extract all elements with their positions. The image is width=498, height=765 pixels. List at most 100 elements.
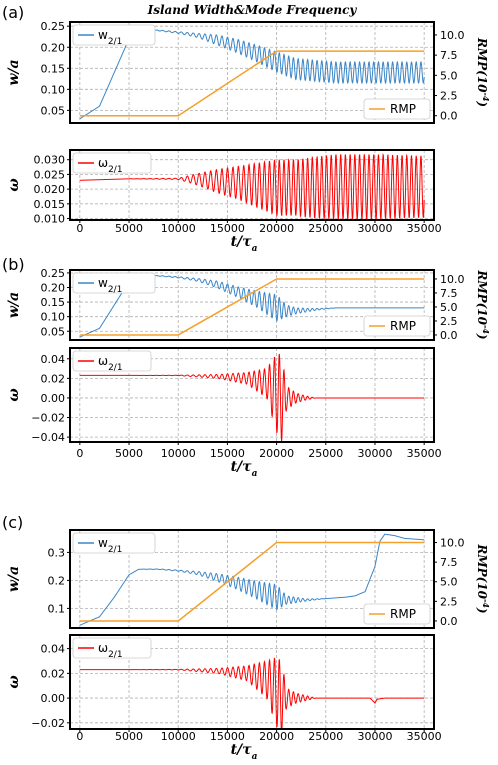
x-tick-label: 0 (76, 447, 83, 460)
x-tick-label: 20000 (259, 730, 294, 743)
y-tick-label: 0.3 (48, 546, 66, 559)
y-tick-label: 0.05 (41, 104, 66, 117)
legend-box (72, 350, 152, 372)
legend-label-omega: ω2/1 (98, 354, 123, 373)
legend-box (72, 532, 156, 554)
x-tick-label: 15000 (210, 222, 245, 235)
width-legend: w2/1 (72, 532, 156, 555)
x-tick-label: 10000 (161, 447, 196, 460)
rmp-legend: RMP (363, 315, 431, 337)
y2-tick-label: 2.5 (440, 595, 458, 608)
y2-tick-label: 7.5 (440, 556, 458, 569)
width-plot-frame (69, 21, 435, 124)
width-legend: w2/1 (72, 272, 156, 295)
y2-tick-label: 2.5 (440, 90, 458, 103)
width-plot-frame (69, 529, 435, 629)
rmp-legend: RMP (363, 98, 431, 120)
legend-label-width: w2/1 (98, 28, 122, 47)
y2-tick-label: 10.0 (440, 29, 465, 42)
x-tick-label: 5000 (115, 447, 143, 460)
y-tick-label: 0.00 (41, 692, 66, 705)
series-rmp-line (79, 278, 425, 336)
x-tick-label: 35000 (407, 222, 442, 235)
y-tick-label: −0.02 (31, 412, 65, 425)
x-axis-label: t/τa (231, 742, 258, 762)
y-tick-label: 0.04 (41, 353, 66, 366)
panel-label: (a) (2, 3, 24, 22)
y-tick-label: 0.2 (48, 574, 66, 587)
x-tick-label: 20000 (259, 222, 294, 235)
omega-legend: ω2/1 (72, 350, 152, 373)
legend-box (363, 603, 431, 625)
series-rmp-line (79, 541, 425, 622)
omega-legend: ω2/1 (72, 637, 152, 660)
y2-axis-label: RMP(10-4) (475, 543, 491, 613)
y-tick-label: 0.10 (41, 83, 66, 96)
y2-tick-label: 0.0 (440, 615, 458, 628)
width-subplot: 0.1 0.2 0.3 0.0 2.5 5.0 7.5 10.0 w/a RMP(10-4) w2/… (6, 529, 491, 629)
legend-box (363, 315, 431, 337)
legend-label-width: w2/1 (98, 536, 122, 555)
y-tick-label: 0.010 (34, 213, 66, 226)
y2-tick-label: 5.0 (440, 69, 458, 82)
x-tick-label: 30000 (357, 447, 392, 460)
series-omega-line (79, 152, 425, 220)
legend-box (72, 637, 152, 659)
y-tick-label: 0.15 (41, 296, 66, 309)
x-tick-label: 35000 (407, 447, 442, 460)
x-tick-label: 35000 (407, 730, 442, 743)
y-tick-label: 0.05 (41, 325, 66, 338)
series-rmp-line (79, 50, 425, 117)
y2-tick-label: 7.5 (440, 287, 458, 300)
y-tick-label: −0.02 (31, 717, 65, 730)
rmp-legend: RMP (363, 603, 431, 625)
x-tick-label: 30000 (357, 730, 392, 743)
y-tick-label: 0.20 (41, 41, 66, 54)
y-tick-label: 0.02 (41, 667, 66, 680)
x-tick-label: 15000 (210, 730, 245, 743)
y2-tick-label: 5.0 (440, 301, 458, 314)
x-tick-label: 0 (76, 222, 83, 235)
y2-tick-label: 0.0 (440, 110, 458, 123)
legend-box (363, 98, 431, 120)
x-tick-label: 5000 (115, 222, 143, 235)
width-legend: w2/1 (72, 24, 156, 47)
y2-tick-label: 10.0 (440, 273, 465, 286)
legend-label-rmp: RMP (390, 102, 416, 116)
x-tick-label: 0 (76, 730, 83, 743)
omega-subplot: −0.04 −0.02 0.00 0.02 0.04 ω ω2/1 0 5000 10000 150… (6, 347, 442, 479)
x-tick-label: 25000 (308, 730, 343, 743)
y-axis-label: ω (6, 178, 22, 192)
y2-tick-label: 10.0 (440, 537, 465, 550)
panel-c: (c) 0.1 0.2 0.3 0.0 2.5 5.0 7.5 10.0 w/a RMP(10-4)… (2, 513, 491, 762)
panel-b: (b) 0.050.10 0.150.20 0.25 0.02.55.07.510.0 w… (2, 255, 491, 479)
y2-axis-label: RMP(10-4) (475, 269, 491, 339)
y2-tick-label: 2.5 (440, 315, 458, 328)
x-tick-label: 5000 (115, 730, 143, 743)
y-tick-label: 0.25 (41, 20, 66, 33)
x-tick-label: 25000 (308, 222, 343, 235)
omega-plot-frame (69, 347, 435, 443)
legend-box (72, 272, 156, 294)
legend-label-omega: ω2/1 (98, 156, 123, 175)
series-omega-line (79, 353, 425, 442)
x-tick-label: 20000 (259, 447, 294, 460)
omega-legend: ω2/1 (72, 152, 152, 175)
y2-tick-label: 0.0 (440, 329, 458, 342)
y-tick-label: 0.00 (41, 392, 66, 405)
legend-box (72, 152, 152, 174)
y-axis-label: w/a (6, 292, 22, 318)
width-subplot: 0.050.10 0.150.20 0.25 0.02.55.07.510.0 w/a R… (6, 267, 491, 342)
x-axis-label: t/τa (231, 234, 258, 254)
x-tick-label: 15000 (210, 447, 245, 460)
omega-plot-frame (69, 634, 435, 730)
y-tick-label: 0.02 (41, 372, 66, 385)
legend-label-rmp: RMP (390, 607, 416, 621)
panel-label: (c) (2, 513, 23, 532)
legend-label-rmp: RMP (390, 319, 416, 333)
width-plot-frame (69, 269, 435, 341)
y-axis-label: ω (6, 388, 22, 402)
y-tick-label: 0.10 (41, 311, 66, 324)
legend-box (72, 24, 156, 46)
